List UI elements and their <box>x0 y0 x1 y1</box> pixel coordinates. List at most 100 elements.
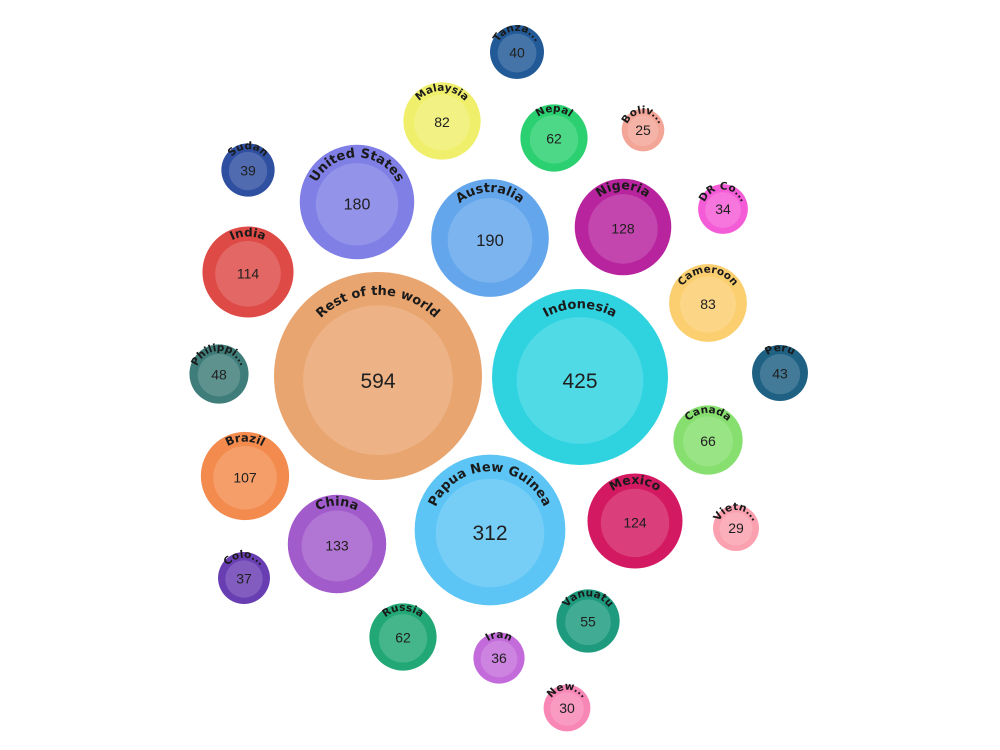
bubble-label-text: Sudan <box>226 140 271 159</box>
bubble-value: 29 <box>728 520 744 536</box>
bubble-label: Colo... <box>221 549 267 568</box>
bubble-label-text: Colo... <box>221 549 267 568</box>
bubble-value: 594 <box>360 370 395 393</box>
bubble-value: 34 <box>715 201 731 217</box>
bubble-value: 66 <box>700 433 716 449</box>
bubble-inner-circle <box>228 151 268 191</box>
bubble-india[interactable]: 114 India <box>202 225 294 318</box>
bubble-inner-circle <box>565 599 611 646</box>
bubble-vanuatu[interactable]: 55 Vanuatu <box>556 587 620 653</box>
bubble-value: 48 <box>211 366 227 382</box>
bubble-new[interactable]: 30New... <box>543 680 591 732</box>
bubble-sudan[interactable]: 39 Sudan <box>221 140 275 197</box>
bubble-philippi[interactable]: 48Philippi... <box>189 342 249 404</box>
bubble-inner-circle <box>683 416 733 467</box>
bubble-value: 25 <box>635 122 651 138</box>
bubble-inner-circle <box>550 692 584 726</box>
bubble-label: China <box>313 495 361 515</box>
bubble-inner-circle <box>414 94 470 151</box>
bubble-label-text: Indonesia <box>541 297 619 321</box>
bubble-label-text: India <box>228 225 268 243</box>
bubble-russia[interactable]: 62 Russia <box>369 602 437 671</box>
bubble-inner-circle <box>705 192 741 228</box>
bubble-value: 62 <box>546 131 562 147</box>
bubble-brazil[interactable]: 107 Brazil <box>200 431 290 521</box>
bubble-value: 114 <box>237 265 260 281</box>
bubble-colo[interactable]: 37 Colo... <box>218 549 270 604</box>
bubble-inner-circle <box>497 33 537 73</box>
bubble-value: 133 <box>325 538 349 554</box>
bubble-label: New... <box>545 680 590 700</box>
bubble-inner-circle <box>303 305 453 456</box>
bubble-label-text: DR Co... <box>697 180 750 203</box>
bubble-label-text: New... <box>545 680 590 700</box>
bubble-inner-circle <box>759 353 801 395</box>
bubble-inner-circle <box>435 478 545 588</box>
bubble-inner-circle <box>529 115 579 164</box>
bubble-china[interactable]: 133 China <box>287 495 387 594</box>
bubble-inner-circle <box>680 276 736 333</box>
bubble-inner-circle <box>197 353 241 397</box>
bubble-label: Russia <box>380 602 426 620</box>
bubble-boliv[interactable]: 25Boliv... <box>619 104 667 152</box>
bubble-tanza[interactable]: 40Tanza... <box>490 22 544 79</box>
bubble-label: Canada <box>683 404 734 424</box>
bubble-label: Vanuatu <box>560 587 616 609</box>
bubble-inner-circle <box>315 163 399 246</box>
bubble-label: India <box>228 225 268 243</box>
bubble-label: Iran <box>483 629 513 644</box>
bubble-inner-circle <box>588 194 658 264</box>
bubble-label: Indonesia <box>541 297 619 321</box>
bubble-value: 312 <box>472 522 507 545</box>
bubble-value: 40 <box>509 44 525 60</box>
bubble-inner-circle <box>301 510 373 582</box>
bubble-label: DR Co... <box>697 180 750 203</box>
bubble-value: 83 <box>700 296 716 312</box>
bubble-value: 43 <box>772 365 788 381</box>
bubble-inner-circle <box>378 614 428 663</box>
bubble-inner-circle <box>516 317 644 444</box>
bubble-value: 30 <box>559 700 575 716</box>
bubble-value: 190 <box>476 232 503 250</box>
bubble-value: 124 <box>623 515 647 531</box>
bubble-value: 128 <box>611 221 635 237</box>
bubble-inner-circle <box>627 115 659 147</box>
bubble-inner-circle <box>225 560 263 598</box>
bubble-label-text: Vanuatu <box>560 587 616 609</box>
bubble-canada[interactable]: 66 Canada <box>673 404 743 475</box>
bubble-inner-circle <box>600 488 670 558</box>
bubble-value: 39 <box>240 162 256 178</box>
bubble-label: Sudan <box>226 140 271 159</box>
bubble-value: 425 <box>562 370 597 393</box>
bubble-value: 107 <box>233 469 257 485</box>
bubble-label-text: Canada <box>683 404 734 424</box>
bubble-iran[interactable]: 36 Iran <box>473 629 525 684</box>
bubble-label-text: Iran <box>483 629 513 644</box>
bubble-indonesia[interactable]: 425 Indonesia <box>492 289 668 465</box>
bubble-label-text: Boliv... <box>619 104 666 125</box>
bubble-label-text: China <box>313 495 361 515</box>
bubble-label: Brazil <box>223 431 268 449</box>
bubble-value: 180 <box>344 196 371 214</box>
bubble-vietn[interactable]: 29Vietn... <box>711 501 761 551</box>
bubble-inner-circle <box>215 241 281 307</box>
bubble-inner-circle <box>719 512 753 546</box>
bubble-value: 62 <box>395 630 411 646</box>
bubble-inner-circle <box>447 198 533 283</box>
bubble-value: 36 <box>491 650 507 666</box>
bubble-label-text: Brazil <box>223 431 268 449</box>
bubble-value: 37 <box>236 570 252 586</box>
bubble-label: Boliv... <box>619 104 666 125</box>
